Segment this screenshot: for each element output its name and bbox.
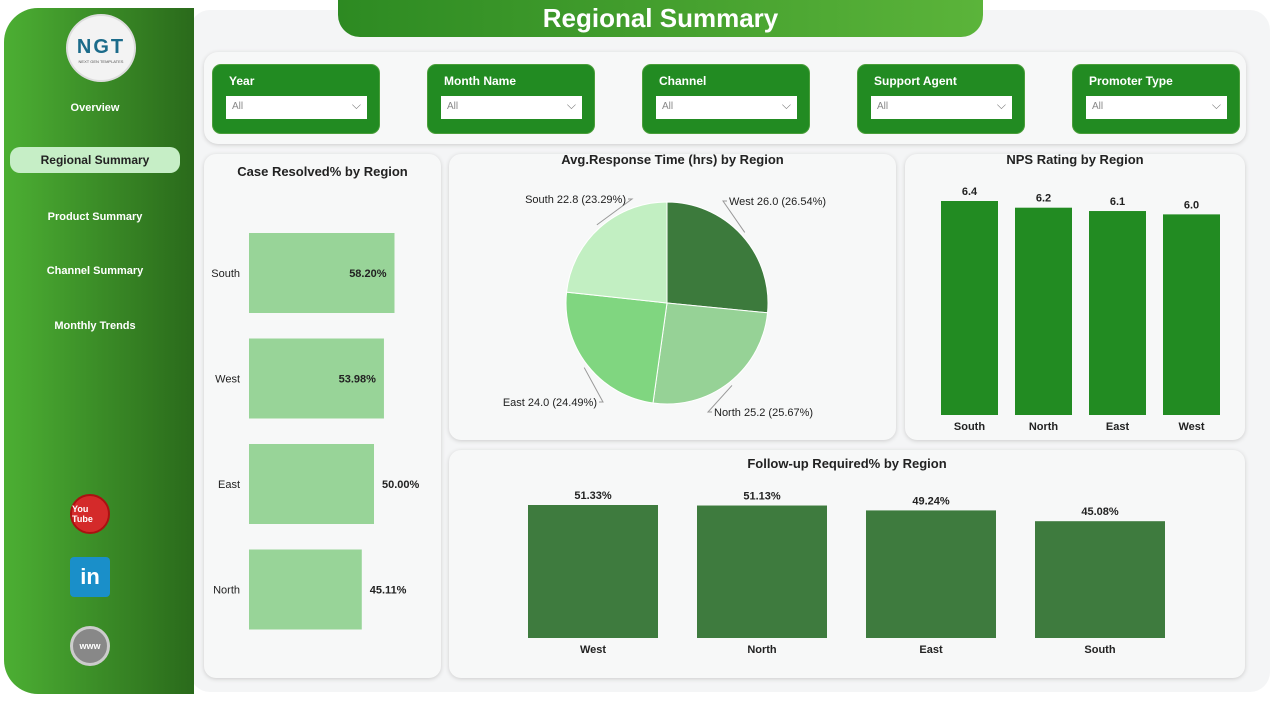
followup-card: Follow-up Required% by Region 51.33% West… — [449, 450, 1245, 678]
category-label: East — [1106, 421, 1130, 433]
chart-title: NPS Rating by Region — [1006, 152, 1144, 167]
data-label: 51.13% — [743, 491, 781, 503]
bar-east — [1089, 211, 1146, 415]
nav-monthly-trends[interactable]: Monthly Trends — [54, 320, 136, 332]
category-label: North — [1029, 421, 1059, 433]
leader-line — [706, 385, 733, 413]
leader-line — [722, 200, 746, 233]
data-label: 6.2 — [1036, 193, 1051, 205]
data-label: 45.08% — [1081, 506, 1119, 518]
page-title: Regional Summary — [338, 0, 983, 37]
data-label: 49.24% — [912, 495, 950, 507]
chart-title: Case Resolved% by Region — [237, 164, 408, 179]
category-label: North — [747, 644, 777, 656]
chevron-down-icon: ⌵ — [996, 98, 1006, 112]
category-label: West — [215, 374, 240, 386]
pie-slice-south — [566, 201, 668, 304]
pie-slice-east — [565, 291, 668, 404]
data-label: 51.33% — [574, 490, 612, 502]
agent-dropdown[interactable]: All ⌵ — [871, 96, 1012, 119]
category-label: West — [1178, 421, 1204, 433]
response-time-card: Avg.Response Time (hrs) by Region West 2… — [449, 152, 896, 440]
bar-north — [249, 549, 362, 630]
filter-month-name: Month Name All ⌵ — [427, 64, 595, 134]
category-label: East — [218, 479, 240, 491]
nav-channel-summary[interactable]: Channel Summary — [46, 265, 144, 277]
promoter-dropdown[interactable]: All ⌵ — [1086, 96, 1227, 119]
bar-west — [528, 505, 658, 638]
bar-south — [941, 201, 998, 415]
filter-support-agent: Support Agent All ⌵ — [857, 64, 1025, 134]
data-label: 6.1 — [1110, 196, 1125, 208]
bar-north — [1015, 207, 1072, 415]
category-label: South — [211, 268, 240, 280]
case-resolved-card: Case Resolved% by Region South 58.20% West… — [204, 154, 441, 678]
followup-chart: 51.33% West 51.13% North 49.24% East 45.08% Sou… — [528, 490, 1165, 656]
channel-dropdown[interactable]: All ⌵ — [656, 96, 797, 119]
chevron-down-icon: ⌵ — [1211, 98, 1221, 112]
data-label: South 22.8 (23.29%) — [525, 194, 626, 206]
chevron-down-icon: ⌵ — [781, 98, 791, 112]
data-label: 45.11% — [370, 585, 407, 597]
bar-west — [1163, 214, 1220, 415]
month-dropdown[interactable]: All ⌵ — [441, 96, 582, 119]
filter-bar: Year All ⌵ Month Name All ⌵ Channel All ⌵ Supp… — [204, 52, 1246, 144]
nps-chart: 6.4 South 6.2 North 6.1 East 6.0 West — [941, 186, 1220, 433]
nav-regional-summary[interactable]: Regional Summary — [10, 147, 180, 173]
chevron-down-icon: ⌵ — [566, 98, 576, 112]
chart-title: Avg.Response Time (hrs) by Region — [561, 152, 784, 167]
filter-promoter-type: Promoter Type All ⌵ — [1072, 64, 1240, 134]
category-label: South — [1084, 644, 1115, 656]
response-time-chart: West 26.0 (26.54%) North 25.2 (25.67%) Eas… — [503, 194, 826, 419]
nav-product-summary[interactable]: Product Summary — [47, 211, 143, 223]
chart-title: Follow-up Required% by Region — [747, 456, 947, 471]
bar-east — [249, 444, 374, 524]
data-label: West 26.0 (26.54%) — [729, 196, 826, 208]
pie-slice-west — [666, 201, 769, 314]
data-label: 58.20% — [349, 268, 387, 280]
globe-icon[interactable]: www — [70, 626, 110, 666]
bar-south — [249, 233, 395, 313]
bar-south — [1035, 521, 1165, 638]
category-label: North — [213, 585, 240, 597]
data-label: 53.98% — [339, 374, 377, 386]
youtube-icon[interactable]: You Tube — [70, 494, 110, 534]
data-label: 50.00% — [382, 479, 420, 491]
linkedin-icon[interactable]: in — [70, 557, 110, 597]
category-label: South — [954, 421, 985, 433]
nps-card: NPS Rating by Region 6.4 South 6.2 North 6.1… — [905, 152, 1245, 440]
leader-line — [596, 198, 634, 226]
data-label: 6.0 — [1184, 199, 1199, 211]
bar-east — [866, 510, 996, 638]
nav-overview[interactable]: Overview — [70, 102, 120, 114]
leader-line — [583, 367, 604, 403]
year-dropdown[interactable]: All ⌵ — [226, 96, 367, 119]
bar-north — [697, 505, 827, 638]
pie-slice-north — [652, 302, 769, 405]
sidebar: NGT NEXT GEN TEMPLATES — [4, 8, 194, 694]
data-label: 6.4 — [962, 186, 978, 198]
category-label: West — [580, 644, 606, 656]
case-resolved-chart: South 58.20% West 53.98% East 50.00% North 45.1… — [211, 233, 420, 630]
data-label: North 25.2 (25.67%) — [714, 407, 813, 419]
category-label: East — [919, 644, 943, 656]
filter-channel: Channel All ⌵ — [642, 64, 810, 134]
filter-year: Year All ⌵ — [212, 64, 380, 134]
data-label: East 24.0 (24.49%) — [503, 397, 597, 409]
chevron-down-icon: ⌵ — [351, 98, 361, 112]
bar-west — [249, 338, 384, 419]
logo: NGT NEXT GEN TEMPLATES — [66, 14, 136, 82]
